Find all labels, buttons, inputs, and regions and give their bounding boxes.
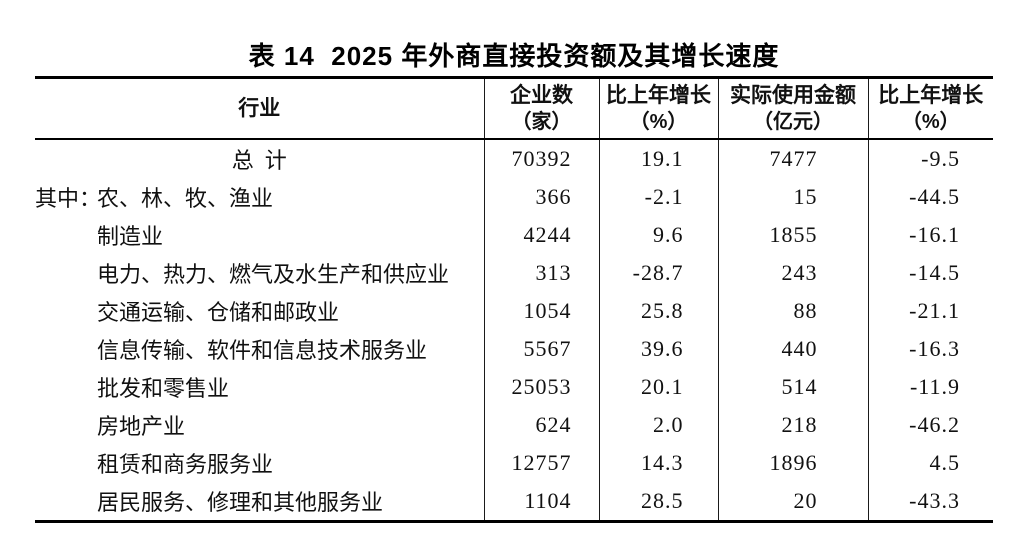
enterprises-growth-cell: 20.1 — [598, 368, 718, 406]
enterprises-growth-cell: -28.7 — [598, 254, 718, 292]
enterprises-cell: 12757 — [483, 444, 599, 482]
column-header-growth-enterprises: 比上年增长 （%） — [598, 77, 718, 140]
industry-label: 租赁和商务服务业 — [97, 452, 274, 477]
amount-growth-cell: -14.5 — [867, 254, 993, 292]
amount-cell: 243 — [717, 254, 868, 292]
column-header-growth-amount: 比上年增长 （%） — [867, 77, 993, 140]
table-container: 表 14 2025 年外商直接投资额及其增长速度 行业 企业数 （家） — [35, 40, 993, 523]
industry-cell: 电力、热力、燃气及水生产和供应业 — [35, 254, 484, 292]
enterprises-cell: 70392 — [483, 139, 599, 178]
amount-cell: 218 — [717, 406, 868, 444]
amount-cell: 15 — [717, 178, 868, 216]
industry-cell: 批发和零售业 — [35, 368, 484, 406]
enterprises-cell: 624 — [483, 406, 599, 444]
industry-cell: 制造业 — [35, 216, 484, 254]
table-row: 制造业 4244 9.6 1855 -16.1 — [35, 216, 993, 254]
industry-cell: 租赁和商务服务业 — [35, 444, 484, 482]
enterprises-growth-cell: 2.0 — [598, 406, 718, 444]
industry-cell: 其中：农、林、牧、渔业 — [35, 178, 484, 216]
industry-label: 交通运输、仓储和邮政业 — [97, 300, 340, 325]
enterprises-growth-cell: 28.5 — [598, 482, 718, 522]
enterprises-growth-cell: 39.6 — [598, 330, 718, 368]
industry-cell: 总计 — [35, 139, 484, 178]
amount-growth-cell: -46.2 — [867, 406, 993, 444]
header-unit: （亿元） — [753, 110, 833, 133]
amount-cell: 20 — [717, 482, 868, 522]
industry-label: 房地产业 — [97, 414, 186, 439]
header-unit: （家） — [511, 110, 572, 133]
amount-cell: 7477 — [717, 139, 868, 178]
table-row: 总计 70392 19.1 7477 -9.5 — [35, 139, 993, 178]
table-row: 居民服务、修理和其他服务业 1104 28.5 20 -43.3 — [35, 482, 993, 522]
column-header-enterprises: 企业数 （家） — [483, 77, 599, 140]
header-unit: （%） — [629, 110, 688, 133]
row-prefix: 其中： — [35, 186, 102, 211]
enterprises-cell: 366 — [483, 178, 599, 216]
table-row: 批发和零售业 25053 20.1 514 -11.9 — [35, 368, 993, 406]
industry-cell: 居民服务、修理和其他服务业 — [35, 482, 484, 522]
table-title: 表 14 2025 年外商直接投资额及其增长速度 — [248, 41, 780, 71]
header-label: 行业 — [238, 97, 281, 120]
enterprises-cell: 1104 — [483, 482, 599, 522]
enterprises-growth-cell: -2.1 — [598, 178, 718, 216]
header-unit: （%） — [901, 110, 960, 133]
header-label: 比上年增长 — [878, 83, 984, 107]
amount-cell: 88 — [717, 292, 868, 330]
industry-label: 批发和零售业 — [97, 376, 230, 401]
table-row: 电力、热力、燃气及水生产和供应业 313 -28.7 243 -14.5 — [35, 254, 993, 292]
table-header: 行业 企业数 （家） 比上年增长 （%） 实际使用金额 （亿元） — [35, 77, 993, 140]
table-row: 交通运输、仓储和邮政业 1054 25.8 88 -21.1 — [35, 292, 993, 330]
amount-cell: 440 — [717, 330, 868, 368]
amount-cell: 1855 — [717, 216, 868, 254]
table-row: 信息传输、软件和信息技术服务业 5567 39.6 440 -16.3 — [35, 330, 993, 368]
industry-label: 居民服务、修理和其他服务业 — [97, 490, 384, 515]
table-row: 其中：农、林、牧、渔业 366 -2.1 15 -44.5 — [35, 178, 993, 216]
enterprises-cell: 4244 — [483, 216, 599, 254]
amount-growth-cell: -21.1 — [867, 292, 993, 330]
header-row: 行业 企业数 （家） 比上年增长 （%） 实际使用金额 （亿元） — [35, 77, 993, 140]
industry-cell: 信息传输、软件和信息技术服务业 — [35, 330, 484, 368]
column-header-amount: 实际使用金额 （亿元） — [717, 77, 868, 140]
industry-label: 电力、热力、燃气及水生产和供应业 — [97, 262, 450, 287]
enterprises-cell: 25053 — [483, 368, 599, 406]
amount-cell: 1896 — [717, 444, 868, 482]
amount-cell: 514 — [717, 368, 868, 406]
header-label: 企业数 — [510, 83, 573, 107]
amount-growth-cell: -16.3 — [867, 330, 993, 368]
enterprises-growth-cell: 14.3 — [598, 444, 718, 482]
column-header-industry: 行业 — [35, 77, 484, 140]
enterprises-cell: 5567 — [483, 330, 599, 368]
table-row: 房地产业 624 2.0 218 -46.2 — [35, 406, 993, 444]
table-body: 总计 70392 19.1 7477 -9.5 其中：农、林、牧、渔业 366 … — [35, 139, 993, 522]
enterprises-growth-cell: 25.8 — [598, 292, 718, 330]
amount-growth-cell: -16.1 — [867, 216, 993, 254]
industry-label: 农、林、牧、渔业 — [97, 186, 274, 211]
amount-growth-cell: -44.5 — [867, 178, 993, 216]
enterprises-growth-cell: 9.6 — [598, 216, 718, 254]
fdi-table: 行业 企业数 （家） 比上年增长 （%） 实际使用金额 （亿元） — [35, 76, 993, 523]
amount-growth-cell: -11.9 — [867, 368, 993, 406]
header-label: 比上年增长 — [606, 83, 711, 107]
industry-label: 信息传输、软件和信息技术服务业 — [97, 338, 428, 363]
enterprises-cell: 1054 — [483, 292, 599, 330]
amount-growth-cell: 4.5 — [867, 444, 993, 482]
enterprises-growth-cell: 19.1 — [598, 139, 718, 178]
industry-cell: 房地产业 — [35, 406, 484, 444]
amount-growth-cell: -9.5 — [867, 139, 993, 178]
industry-cell: 交通运输、仓储和邮政业 — [35, 292, 484, 330]
amount-growth-cell: -43.3 — [867, 482, 993, 522]
enterprises-cell: 313 — [483, 254, 599, 292]
industry-label: 制造业 — [97, 224, 164, 249]
header-label: 实际使用金额 — [730, 83, 856, 107]
table-row: 租赁和商务服务业 12757 14.3 1896 4.5 — [35, 444, 993, 482]
industry-label: 总计 — [231, 148, 298, 173]
